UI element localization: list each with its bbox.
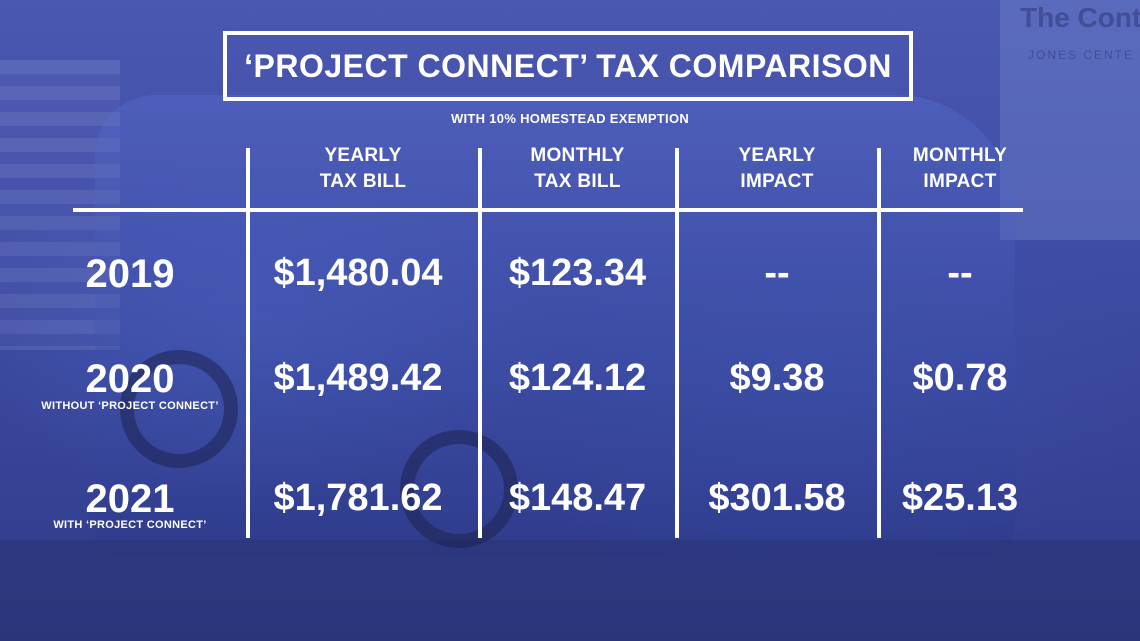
column-header-monthly-tax-bill: MONTHLY TAX BILL — [482, 143, 673, 195]
cell-yearly-tax-bill: $1,489.42 — [273, 357, 443, 399]
row-year-2020: 2020 — [85, 357, 175, 401]
cell-monthly-impact: $25.13 — [901, 477, 1019, 519]
background-building-right — [1000, 0, 1140, 240]
column-header-yearly-impact: YEARLY IMPACT — [679, 143, 875, 195]
cell-yearly-tax-bill: $1,480.04 — [273, 252, 443, 294]
cell-yearly-impact: -- — [764, 252, 790, 294]
column-header-line2: IMPACT — [923, 171, 997, 192]
background-sign-line2: JONES CENTE — [1028, 48, 1135, 62]
row-note-2020: WITHOUT ‘PROJECT CONNECT’ — [41, 400, 219, 412]
cell-monthly-tax-bill: $124.12 — [508, 357, 647, 399]
column-header-line1: MONTHLY — [530, 145, 625, 166]
column-divider-2 — [478, 148, 482, 538]
page-title: ‘PROJECT CONNECT’ TAX COMPARISON — [244, 47, 892, 84]
background-road — [0, 540, 1140, 641]
header-divider — [73, 208, 1023, 212]
cell-monthly-impact: $0.78 — [912, 357, 1008, 399]
column-divider-4 — [877, 148, 881, 538]
row-year-2019: 2019 — [85, 252, 175, 296]
cell-yearly-impact: $301.58 — [708, 477, 846, 519]
cell-monthly-tax-bill: $148.47 — [508, 477, 647, 519]
background-sign-line1: The Conten — [1020, 2, 1140, 33]
column-header-line2: TAX BILL — [534, 171, 621, 192]
title-box: ‘PROJECT CONNECT’ TAX COMPARISON — [223, 31, 913, 101]
cell-yearly-tax-bill: $1,781.62 — [273, 477, 443, 519]
background-sign: The Conten JONES CENTE — [1018, 0, 1140, 70]
cell-yearly-impact: $9.38 — [729, 357, 825, 399]
column-divider-1 — [246, 148, 250, 538]
column-divider-3 — [675, 148, 679, 538]
column-header-line1: MONTHLY — [912, 145, 1008, 166]
page-subtitle: WITH 10% HOMESTEAD EXEMPTION — [450, 111, 690, 126]
column-header-monthly-impact: MONTHLY IMPACT — [881, 143, 1039, 195]
row-note-2021: WITH ‘PROJECT CONNECT’ — [53, 519, 207, 531]
column-header-line1: YEARLY — [324, 145, 402, 166]
column-header-yearly-tax-bill: YEARLY TAX BILL — [250, 143, 476, 195]
row-year-2021: 2021 — [85, 477, 175, 521]
cell-monthly-impact: -- — [947, 252, 973, 294]
cell-monthly-tax-bill: $123.34 — [508, 252, 647, 294]
background-building-left — [0, 60, 120, 350]
column-header-line1: YEARLY — [738, 145, 816, 166]
column-header-line2: IMPACT — [740, 171, 814, 192]
column-header-line2: TAX BILL — [319, 171, 407, 192]
